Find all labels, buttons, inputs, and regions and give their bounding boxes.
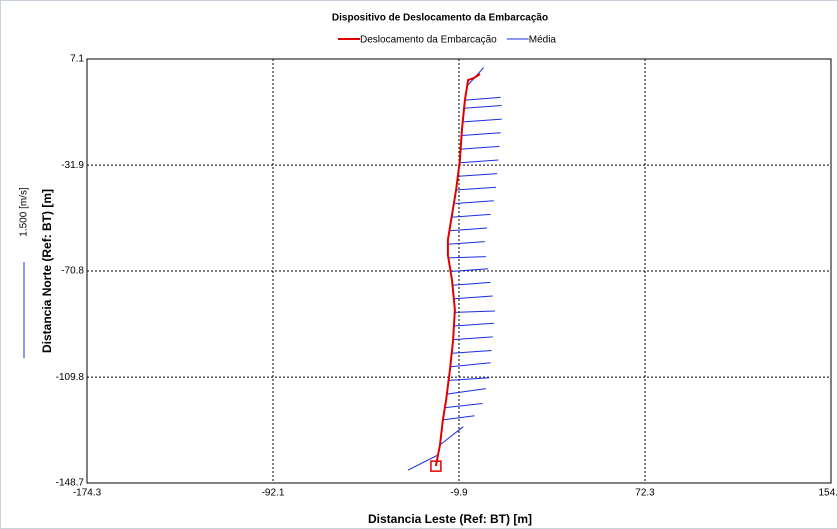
x-tick-label: -92.1 bbox=[262, 488, 285, 499]
x-tick-label: 154.5 bbox=[818, 488, 838, 499]
plot-frame bbox=[86, 58, 832, 484]
x-tick-label: -9.9 bbox=[450, 488, 468, 499]
x-tick-label: -174.3 bbox=[73, 488, 102, 499]
y-tick-label: -31.9 bbox=[61, 160, 84, 171]
series-line bbox=[407, 67, 502, 471]
legend-label: Média bbox=[529, 35, 557, 46]
series-line bbox=[434, 73, 481, 467]
start-marker bbox=[430, 460, 442, 472]
y-axis-label: Distancia Norte (Ref: BT) [m] bbox=[40, 189, 54, 353]
chart-title: Dispositivo de Deslocamento da Embarcaçã… bbox=[332, 13, 548, 24]
legend-label: Deslocamento da Embarcação bbox=[360, 35, 497, 46]
scale-label: 1.500 [m/s] bbox=[19, 187, 30, 237]
y-tick-label: -148.7 bbox=[56, 478, 85, 489]
y-tick-label: -70.8 bbox=[61, 266, 84, 277]
y-tick-label: -109.8 bbox=[56, 372, 85, 383]
x-tick-label: 72.3 bbox=[635, 488, 655, 499]
x-axis-label: Distancia Leste (Ref: BT) [m] bbox=[368, 512, 532, 526]
y-tick-label: 7.1 bbox=[70, 54, 84, 65]
